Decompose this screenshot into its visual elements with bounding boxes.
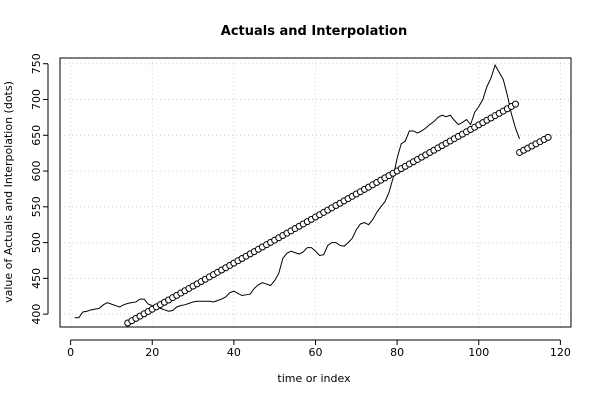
x-tick-label: 60	[309, 346, 323, 359]
y-tick-label: 600	[30, 161, 43, 182]
x-tick-label: 80	[390, 346, 404, 359]
y-tick-label: 550	[30, 196, 43, 217]
interpolation-point	[511, 100, 519, 108]
interpolation-point	[544, 133, 552, 141]
x-tick-label: 20	[145, 346, 159, 359]
chart-title: Actuals and Interpolation	[221, 24, 407, 39]
y-tick-label: 450	[30, 268, 43, 289]
grid-lines	[60, 58, 571, 327]
plot-area-frame	[59, 57, 572, 328]
x-tick-label: 100	[468, 346, 489, 359]
x-tick-label: 40	[227, 346, 241, 359]
y-tick-label: 750	[30, 53, 43, 74]
y-tick-label: 400	[30, 304, 43, 325]
y-axis-label: value of Actuals and Interpolation (dots…	[2, 81, 15, 303]
y-axis: 400 450 500 550 600 650 700 750	[30, 53, 49, 325]
y-tick-label: 500	[30, 232, 43, 253]
actuals-polyline	[74, 63, 521, 319]
x-axis: 0 20 40 60 80 100 120	[67, 339, 571, 359]
x-tick-label: 120	[550, 346, 571, 359]
actuals-line	[74, 63, 521, 319]
y-tick-label: 700	[30, 89, 43, 110]
interpolation-points	[124, 100, 552, 327]
x-tick-label: 0	[67, 346, 74, 359]
y-tick-label: 650	[30, 125, 43, 146]
x-axis-label: time or index	[277, 372, 351, 385]
